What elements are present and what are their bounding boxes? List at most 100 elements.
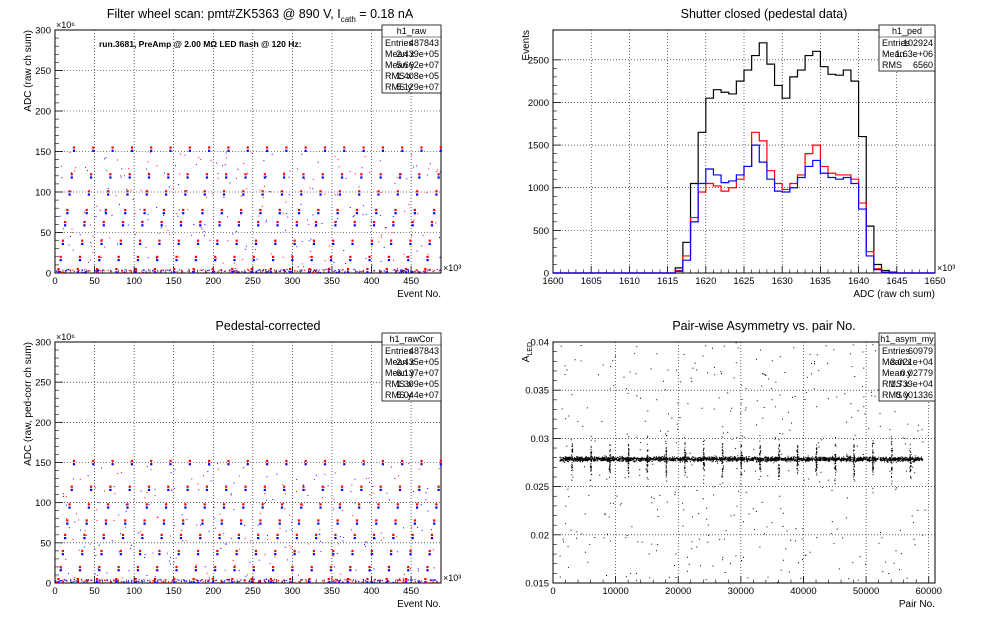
data-point-blue: [379, 488, 382, 492]
data-point-red: [150, 146, 153, 149]
data-point: [334, 156, 336, 158]
baseline-point: [359, 270, 361, 272]
data-point-blue: [220, 522, 223, 525]
plot-frame: [552, 341, 936, 584]
baseline-point: [97, 581, 99, 583]
data-point: [104, 246, 106, 248]
baseline-point: [110, 270, 113, 272]
data-point: [410, 548, 412, 550]
baseline-point: [356, 270, 358, 273]
data-point: [308, 256, 310, 258]
baseline-point: [417, 580, 419, 582]
data-point-red: [175, 565, 178, 569]
data-point-blue: [329, 569, 333, 572]
data-point-blue: [336, 212, 339, 215]
data-point: [234, 267, 236, 269]
data-point-blue: [115, 581, 118, 584]
data-point: [74, 576, 76, 578]
data-point-red: [121, 533, 125, 536]
x-tick-label: 100: [126, 586, 142, 597]
data-point-blue: [139, 553, 142, 556]
stats-frame: [878, 332, 936, 402]
data-point-blue: [375, 522, 378, 525]
baseline-point: [121, 269, 123, 271]
baseline-point: [327, 581, 330, 583]
data-point-red: [265, 459, 269, 463]
baseline-point: [427, 269, 429, 271]
data-point-red: [385, 267, 388, 271]
data-point-red: [134, 577, 137, 581]
stats-value: 3.021e+04: [890, 357, 933, 367]
data-point: [432, 549, 434, 551]
data-point-blue: [117, 259, 120, 262]
data-point: [68, 572, 70, 574]
data-point-blue: [413, 522, 416, 525]
data-point-red: [231, 577, 234, 581]
y-tick-label: 50: [40, 228, 51, 239]
baseline-point: [333, 270, 335, 273]
baseline-point: [107, 269, 109, 272]
data-point: [174, 487, 176, 489]
baseline-point: [62, 581, 64, 583]
data-point-red: [254, 239, 258, 242]
data-point: [138, 532, 140, 534]
data-point-red: [334, 220, 337, 224]
data-point: [439, 171, 441, 173]
x-tick-label: 400: [364, 276, 380, 287]
data-point-red: [199, 220, 202, 224]
data-point-red: [61, 239, 65, 242]
data-point: [427, 174, 429, 176]
data-point-red: [240, 519, 243, 522]
data-point-blue: [194, 569, 197, 572]
data-point: [411, 154, 413, 156]
baseline-point: [344, 271, 346, 273]
baseline-point: [197, 580, 199, 582]
data-point-red: [293, 549, 296, 553]
data-point: [249, 561, 251, 563]
baseline-point: [381, 579, 384, 581]
x-tick-label: 1600: [542, 276, 563, 287]
data-point-blue: [235, 553, 238, 556]
baseline-point: [59, 271, 61, 273]
baseline-point: [248, 269, 250, 271]
data-point: [92, 252, 94, 254]
baseline-point: [142, 271, 144, 274]
data-point: [224, 164, 226, 166]
baseline-point: [418, 580, 421, 582]
data-point-blue: [334, 224, 337, 227]
baseline-point: [309, 271, 311, 273]
stats-label: Mean y: [882, 368, 912, 378]
baseline-point: [396, 579, 398, 581]
data-point-blue: [368, 569, 371, 572]
baseline-point: [380, 270, 382, 272]
data-point-blue: [81, 553, 84, 556]
baseline-point: [174, 581, 176, 583]
data-point-blue: [435, 506, 438, 509]
data-point-blue: [136, 569, 140, 572]
data-point: [96, 509, 98, 511]
y-tick-label: 0: [544, 269, 549, 280]
data-point-red: [169, 459, 172, 463]
data-point: [270, 191, 272, 193]
baseline-point: [126, 581, 129, 583]
data-point: [62, 228, 64, 230]
baseline-point: [213, 271, 215, 273]
data-point-blue: [64, 224, 67, 227]
baseline-point: [272, 581, 274, 583]
data-point: [289, 170, 291, 172]
data-point-red: [205, 485, 209, 488]
y-axis-title: ADC (raw, ped-corr ch sum): [23, 342, 34, 466]
baseline-point: [168, 270, 171, 272]
data-point-blue: [297, 212, 301, 215]
data-point: [222, 262, 224, 264]
data-point-red: [242, 503, 245, 506]
data-point-red: [295, 533, 298, 536]
x-tick-label: 1610: [619, 276, 640, 287]
data-point-blue: [415, 193, 419, 196]
data-point-red: [78, 565, 82, 569]
x-tick-label: 30000: [728, 586, 754, 597]
data-point: [69, 152, 71, 154]
data-point-blue: [317, 522, 320, 525]
baseline-point: [114, 580, 116, 582]
